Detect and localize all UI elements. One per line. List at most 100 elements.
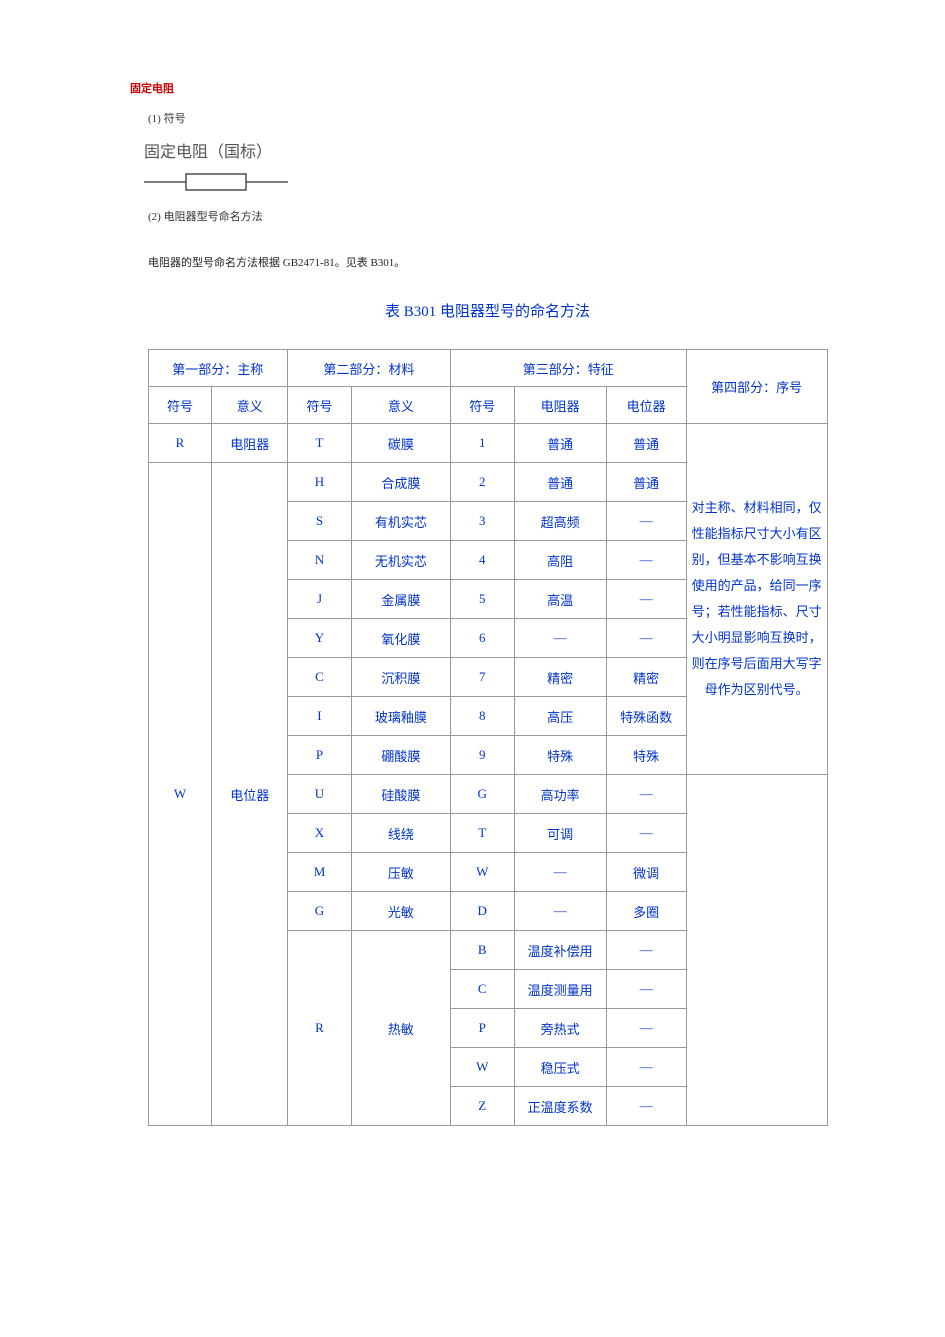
cell: 高阻	[514, 541, 606, 580]
cell: 电阻器	[212, 424, 288, 463]
cell: 氧化膜	[351, 619, 450, 658]
cell: 2	[450, 463, 514, 502]
cell: —	[606, 502, 686, 541]
cell: 普通	[514, 424, 606, 463]
cell: 稳压式	[514, 1048, 606, 1087]
cell: R	[288, 931, 352, 1126]
cell: 温度补偿用	[514, 931, 606, 970]
cell: 硅酸膜	[351, 775, 450, 814]
cell: —	[514, 892, 606, 931]
cell: —	[514, 853, 606, 892]
cell: 热敏	[351, 931, 450, 1126]
cell: T	[288, 424, 352, 463]
cell: X	[288, 814, 352, 853]
cell: —	[606, 1009, 686, 1048]
cell: 线绕	[351, 814, 450, 853]
cell: N	[288, 541, 352, 580]
cell: 合成膜	[351, 463, 450, 502]
cell: 正温度系数	[514, 1087, 606, 1126]
cell: 3	[450, 502, 514, 541]
cell: —	[514, 619, 606, 658]
cell: 4	[450, 541, 514, 580]
cell: 温度测量用	[514, 970, 606, 1009]
cell: B	[450, 931, 514, 970]
cell: 旁热式	[514, 1009, 606, 1048]
cell: Z	[450, 1087, 514, 1126]
cell: —	[606, 775, 686, 814]
cell: —	[606, 931, 686, 970]
cell: 特殊	[606, 736, 686, 775]
cell: S	[288, 502, 352, 541]
part4-empty	[686, 775, 827, 1126]
cell: 光敏	[351, 892, 450, 931]
cell: —	[606, 1048, 686, 1087]
cell: 电位器	[212, 463, 288, 1126]
cell: C	[288, 658, 352, 697]
cell: T	[450, 814, 514, 853]
header-part1: 第一部分：主称	[148, 350, 288, 387]
cell: 压敏	[351, 853, 450, 892]
part4-description: 对主称、材料相同，仅性能指标尺寸大小有区别，但基本不影响互换使用的产品，给同一序…	[686, 424, 827, 775]
cell: 有机实芯	[351, 502, 450, 541]
cell: —	[606, 619, 686, 658]
cell: —	[606, 1087, 686, 1126]
cell: 精密	[606, 658, 686, 697]
cell: 高功率	[514, 775, 606, 814]
cell: 9	[450, 736, 514, 775]
cell: W	[148, 463, 212, 1126]
sub-symbol-1: 符号	[148, 387, 212, 424]
cell: M	[288, 853, 352, 892]
cell: H	[288, 463, 352, 502]
header-part4: 第四部分：序号	[686, 350, 827, 424]
cell: —	[606, 814, 686, 853]
cell: P	[450, 1009, 514, 1048]
page-heading: 固定电阻	[130, 80, 845, 96]
cell: 7	[450, 658, 514, 697]
sub-resistor: 电阻器	[514, 387, 606, 424]
cell: I	[288, 697, 352, 736]
sub-meaning-1: 意义	[212, 387, 288, 424]
cell: 无机实芯	[351, 541, 450, 580]
cell: D	[450, 892, 514, 931]
cell: 微调	[606, 853, 686, 892]
cell: 6	[450, 619, 514, 658]
cell: 精密	[514, 658, 606, 697]
cell: 沉积膜	[351, 658, 450, 697]
header-part2: 第二部分：材料	[288, 350, 451, 387]
cell: 普通	[514, 463, 606, 502]
resistor-naming-table: 第一部分：主称 第二部分：材料 第三部分：特征 第四部分：序号 符号 意义 符号…	[148, 349, 828, 1126]
resistor-symbol-diagram	[144, 170, 845, 194]
cell: 普通	[606, 424, 686, 463]
table-row: R 电阻器 T 碳膜 1 普通 普通 对主称、材料相同，仅性能指标尺寸大小有区别…	[148, 424, 827, 463]
cell: 玻璃釉膜	[351, 697, 450, 736]
cell: G	[288, 892, 352, 931]
cell: 可调	[514, 814, 606, 853]
cell: 超高频	[514, 502, 606, 541]
cell: —	[606, 970, 686, 1009]
cell: —	[606, 541, 686, 580]
cell: —	[606, 580, 686, 619]
cell: W	[450, 853, 514, 892]
cell: R	[148, 424, 212, 463]
sub-symbol-2: 符号	[288, 387, 352, 424]
cell: C	[450, 970, 514, 1009]
cell: 碳膜	[351, 424, 450, 463]
cell: 特殊	[514, 736, 606, 775]
cell: 普通	[606, 463, 686, 502]
cell: Y	[288, 619, 352, 658]
cell: W	[450, 1048, 514, 1087]
table-caption: 表 B301 电阻器型号的命名方法	[130, 300, 845, 321]
table-header-row: 第一部分：主称 第二部分：材料 第三部分：特征 第四部分：序号	[148, 350, 827, 387]
section-2-label: (2) 电阻器型号命名方法	[148, 208, 845, 224]
cell: 特殊函数	[606, 697, 686, 736]
cell: U	[288, 775, 352, 814]
cell: J	[288, 580, 352, 619]
sub-symbol-3: 符号	[450, 387, 514, 424]
cell: P	[288, 736, 352, 775]
header-part3: 第三部分：特征	[450, 350, 686, 387]
cell: 高温	[514, 580, 606, 619]
cell: 多圈	[606, 892, 686, 931]
resistor-national-standard-label: 固定电阻（国标）	[144, 138, 845, 162]
intro-paragraph: 电阻器的型号命名方法根据 GB2471-81。见表 B301。	[148, 254, 845, 270]
cell: 金属膜	[351, 580, 450, 619]
